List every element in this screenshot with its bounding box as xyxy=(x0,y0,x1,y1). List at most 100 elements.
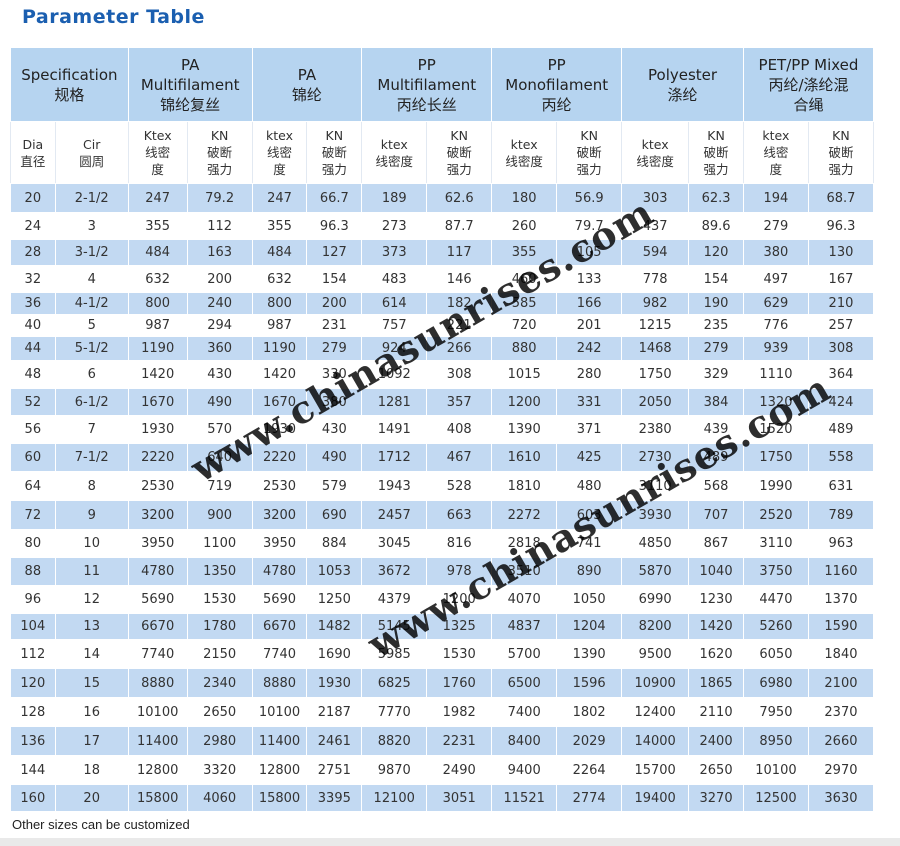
table-cell: 1215 xyxy=(621,314,690,337)
table-cell: 2730 xyxy=(621,443,690,472)
table-cell: 9400 xyxy=(491,755,558,785)
table-cell: 9500 xyxy=(621,639,690,669)
table-cell: 13 xyxy=(54,613,129,640)
table-cell: 4070 xyxy=(491,585,558,614)
table-cell: 1190 xyxy=(127,336,188,361)
header-text: 强力 xyxy=(446,162,472,177)
header-text: 破断 xyxy=(576,145,602,160)
table-cell: 757 xyxy=(361,314,428,337)
table-cell: 3510 xyxy=(491,557,558,586)
table-cell: 3-1/2 xyxy=(54,239,129,266)
table-cell: 12500 xyxy=(742,784,809,812)
table-cell: 180 xyxy=(491,183,558,213)
table-cell: 489 xyxy=(688,443,744,472)
table-cell: 484 xyxy=(251,239,308,266)
table-cell: 3950 xyxy=(127,529,188,558)
table-cell: 900 xyxy=(186,500,253,530)
table-row: 144 18 12800 3320 12800 2751 9870 2490 9400 2264 1… xyxy=(10,755,875,785)
parameter-table: Specification 规格 PA Multifilament 锦纶复丝 PA 锦纶 PP… xyxy=(10,47,875,812)
table-cell: 800 xyxy=(251,292,308,315)
table-cell: 10100 xyxy=(251,697,308,727)
header-text: KN xyxy=(832,128,850,143)
table-cell: 355 xyxy=(127,212,188,240)
table-cell: 52 xyxy=(10,388,56,416)
table-cell: 384 xyxy=(688,388,744,416)
table-cell: 3200 xyxy=(251,500,308,530)
header-text: Specification xyxy=(21,65,118,84)
table-cell: 9 xyxy=(54,500,129,530)
table-cell: 87.7 xyxy=(426,212,493,240)
table-cell: 189 xyxy=(361,183,428,213)
table-cell: 4060 xyxy=(186,784,253,812)
header-text: 度 xyxy=(273,162,286,177)
table-cell: 1053 xyxy=(306,557,363,586)
table-cell: 105 xyxy=(556,239,623,266)
table-cell: 117 xyxy=(426,239,493,266)
header-text: 破断 xyxy=(207,145,233,160)
table-cell: 240 xyxy=(186,292,253,315)
table-cell: 2457 xyxy=(361,500,428,530)
header-text: 涤纶 xyxy=(667,85,698,104)
table-cell: 2530 xyxy=(251,471,308,501)
table-cell: 144 xyxy=(10,755,56,785)
header-text: 强力 xyxy=(321,162,347,177)
table-cell: 146 xyxy=(426,265,493,293)
table-cell: 68.7 xyxy=(807,183,875,213)
header-text: KN xyxy=(580,128,598,143)
table-cell: 11 xyxy=(54,557,129,586)
table-cell: 14 xyxy=(54,639,129,669)
table-cell: 3051 xyxy=(426,784,493,812)
table-cell: 640 xyxy=(186,443,253,472)
table-cell: 364 xyxy=(807,360,875,389)
header-text: 线密 xyxy=(267,145,293,160)
table-cell: 614 xyxy=(361,292,428,315)
table-cell: 439 xyxy=(688,415,744,444)
table-cell: 182 xyxy=(426,292,493,315)
header-unit: ktex 线密度 xyxy=(361,121,428,184)
header-unit: ktex 线密度 xyxy=(742,121,809,184)
table-cell: 2380 xyxy=(621,415,690,444)
table-cell: 20 xyxy=(54,784,129,812)
table-cell: 528 xyxy=(426,471,493,501)
table-cell: 18 xyxy=(54,755,129,785)
table-cell: 5690 xyxy=(127,585,188,614)
table-cell: 8 xyxy=(54,471,129,501)
table-cell: 467 xyxy=(426,443,493,472)
table-cell: 3672 xyxy=(361,557,428,586)
table-cell: 800 xyxy=(127,292,188,315)
table-cell: 200 xyxy=(186,265,253,293)
table-cell: 130 xyxy=(807,239,875,266)
table-cell: 1420 xyxy=(251,360,308,389)
table-cell: 17 xyxy=(54,726,129,756)
table-cell: 79.2 xyxy=(186,183,253,213)
header-text: Multifilament xyxy=(377,75,477,94)
table-cell: 2650 xyxy=(186,697,253,727)
table-cell: 266 xyxy=(426,336,493,361)
table-cell: 10 xyxy=(54,529,129,558)
header-unit: KN 破断 强力 xyxy=(186,121,253,184)
table-cell: 64 xyxy=(10,471,56,501)
header-unit: KN 破断 强力 xyxy=(306,121,363,184)
header-group: PA 锦纶 xyxy=(251,47,363,122)
table-cell: 72 xyxy=(10,500,56,530)
table-cell: 1780 xyxy=(186,613,253,640)
table-cell: 1390 xyxy=(491,415,558,444)
table-cell: 5-1/2 xyxy=(54,336,129,361)
table-cell: 380 xyxy=(742,239,809,266)
table-cell: 1160 xyxy=(807,557,875,586)
header-group: Polyester 涤纶 xyxy=(621,47,744,122)
table-cell: 1200 xyxy=(426,585,493,614)
table-cell: 3110 xyxy=(621,471,690,501)
table-cell: 154 xyxy=(306,265,363,293)
table-cell: 190 xyxy=(688,292,744,315)
table-cell: 1670 xyxy=(251,388,308,416)
header-text: 线密 xyxy=(145,145,171,160)
table-cell: 5690 xyxy=(251,585,308,614)
table-cell: 167 xyxy=(807,265,875,293)
table-cell: 3045 xyxy=(361,529,428,558)
table-cell: 104 xyxy=(10,613,56,640)
table-cell: 194 xyxy=(742,183,809,213)
table-cell: 136 xyxy=(10,726,56,756)
table-cell: 1482 xyxy=(306,613,363,640)
table-body: 20 2-1/2 247 79.2 247 66.7 189 62.6 180 56.9 303 62… xyxy=(10,183,875,812)
